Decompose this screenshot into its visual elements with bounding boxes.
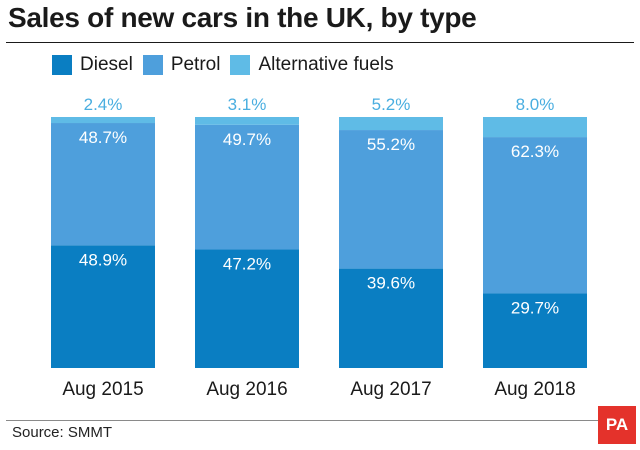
- legend-label-alternative-fuels: Alternative fuels: [258, 54, 394, 75]
- data-label-alternative-fuels-aug-2017: 5.2%: [372, 95, 411, 114]
- pa-logo: PA: [598, 406, 636, 444]
- bar-petrol-aug-2015: [51, 123, 155, 246]
- x-tick-label-aug-2015: Aug 2015: [62, 379, 143, 400]
- data-label-alternative-fuels-aug-2018: 8.0%: [516, 95, 555, 114]
- legend-swatch-petrol: [142, 55, 163, 75]
- bar-petrol-aug-2018: [483, 137, 587, 294]
- x-tick-label-aug-2016: Aug 2016: [206, 379, 287, 400]
- bar-diesel-aug-2015: [51, 245, 155, 368]
- legend-label-diesel: Diesel: [80, 54, 133, 75]
- bar-alternative-fuels-aug-2017: [339, 117, 443, 131]
- data-label-petrol-aug-2016: 49.7%: [223, 130, 271, 149]
- legend-entry-diesel: Diesel: [52, 54, 133, 76]
- data-label-diesel-aug-2018: 29.7%: [511, 298, 559, 317]
- x-tick-label-aug-2017: Aug 2017: [350, 379, 431, 400]
- data-label-diesel-aug-2017: 39.6%: [367, 274, 415, 293]
- footer-divider: [6, 420, 634, 421]
- data-label-alternative-fuels-aug-2016: 3.1%: [228, 95, 267, 114]
- source-note: Source: SMMT: [12, 424, 113, 441]
- legend: Diesel Petrol Alternative fuels: [52, 48, 404, 82]
- x-tick-label-aug-2018: Aug 2018: [494, 379, 575, 400]
- title-divider: [6, 42, 634, 43]
- legend-entry-petrol: Petrol: [142, 54, 221, 76]
- bar-petrol-aug-2016: [195, 124, 299, 250]
- bar-diesel-aug-2016: [195, 249, 299, 368]
- bar-alternative-fuels-aug-2018: [483, 117, 587, 138]
- bar-alternative-fuels-aug-2015: [51, 117, 155, 124]
- bar-petrol-aug-2017: [339, 130, 443, 269]
- data-label-alternative-fuels-aug-2015: 2.4%: [84, 95, 123, 114]
- data-label-diesel-aug-2016: 47.2%: [223, 255, 271, 274]
- legend-swatch-alternative-fuels: [230, 55, 251, 75]
- bar-diesel-aug-2017: [339, 268, 443, 368]
- data-label-petrol-aug-2017: 55.2%: [367, 135, 415, 154]
- legend-swatch-diesel: [52, 55, 72, 75]
- chart-title: Sales of new cars in the UK, by type: [8, 2, 477, 33]
- bar-diesel-aug-2018: [483, 293, 587, 368]
- legend-entry-alternative-fuels: Alternative fuels: [230, 54, 394, 76]
- data-label-petrol-aug-2018: 62.3%: [511, 142, 559, 161]
- data-label-petrol-aug-2015: 48.7%: [79, 128, 127, 147]
- legend-label-petrol: Petrol: [170, 54, 221, 75]
- data-label-diesel-aug-2015: 48.9%: [79, 250, 127, 269]
- stacked-bar-chart: 48.9% 48.7% 2.4% Aug 2015 47.2% 49.7% 3.1% Aug …: [51, 95, 587, 400]
- bar-alternative-fuels-aug-2016: [195, 117, 299, 125]
